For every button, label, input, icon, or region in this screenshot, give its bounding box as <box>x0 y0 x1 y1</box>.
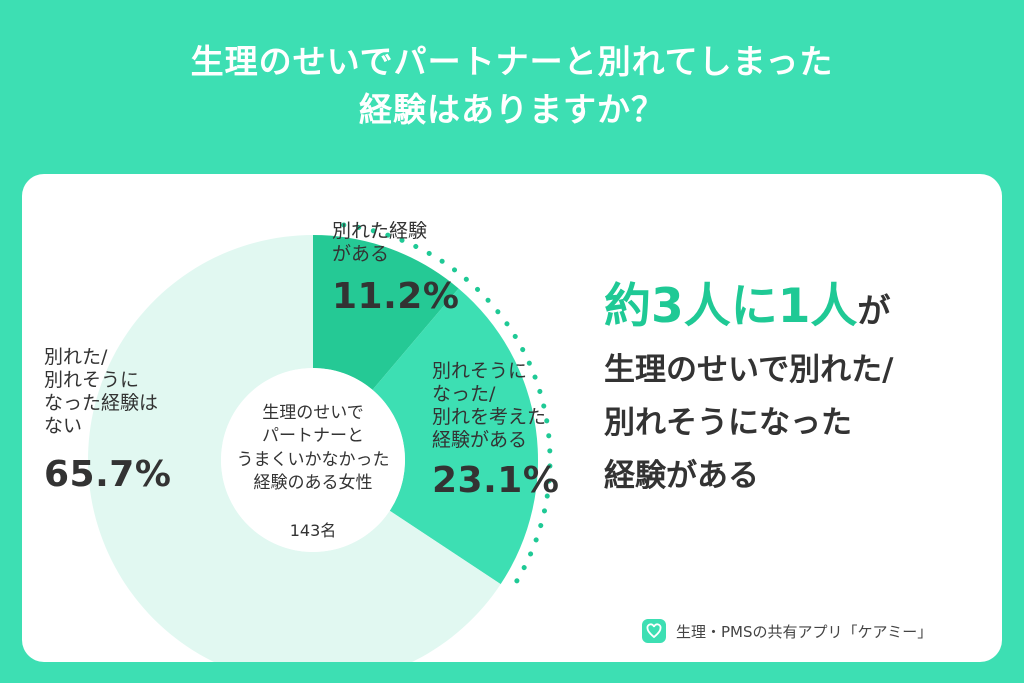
slice-label-separated: 別れた経験 がある 11.2% <box>332 220 459 317</box>
slice-almost-separated <box>372 288 538 585</box>
headline-particle: が <box>857 291 891 330</box>
slice-label-almost-text: 別れそうに なった/ 別れを考えた 経験がある <box>432 360 547 451</box>
slice-label-almost: 別れそうに なった/ 別れを考えた 経験がある 23.1% <box>432 360 559 501</box>
center-count: 143名 <box>289 521 337 540</box>
slice-none <box>88 235 501 662</box>
slice-label-none: 別れた/ 別れそうに なった経験は ない 65.7% <box>44 346 171 495</box>
title-line-2: 経験はありますか？ <box>359 90 665 129</box>
slice-label-none-text: 別れた/ 別れそうに なった経験は ない <box>44 346 159 437</box>
donut-center <box>221 368 405 552</box>
app-logo-icon <box>642 619 666 643</box>
slice-label-none-value: 65.7% <box>44 454 172 495</box>
slice-label-separated-text: 別れた経験 がある <box>332 220 428 265</box>
chart-card: 生理のせいで パートナーと うまくいかなかった 経験のある女性 143名 別れた… <box>22 174 1002 662</box>
slice-label-almost-value: 23.1% <box>432 460 560 501</box>
center-label: 生理のせいで パートナーと うまくいかなかった 経験のある女性 143名 <box>218 378 408 566</box>
brand-credit: 生理・PMSの共有アプリ「ケアミー」 <box>642 619 932 643</box>
brand-text: 生理・PMSの共有アプリ「ケアミー」 <box>676 622 933 641</box>
headline-emphasis: 約3人に1人 <box>604 279 858 334</box>
title-line-1: 生理のせいでパートナーと別れてしまった <box>190 42 834 81</box>
slice-separated <box>313 235 459 390</box>
highlight-dotted-arc <box>341 222 553 594</box>
page-title: 生理のせいでパートナーと別れてしまった 経験はありますか？ <box>0 38 1024 134</box>
donut-chart <box>88 222 553 662</box>
headline-subtext: 生理のせいで別れた/ 別れそうになった 経験がある <box>604 352 894 494</box>
slice-label-separated-value: 11.2% <box>332 276 460 317</box>
center-description: 生理のせいで パートナーと うまくいかなかった 経験のある女性 <box>236 402 390 494</box>
headline: 約3人に1人が <box>604 267 890 336</box>
